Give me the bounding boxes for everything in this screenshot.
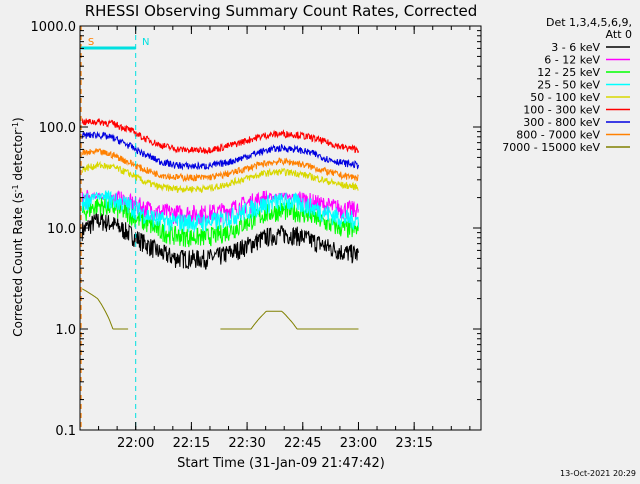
chart-title: RHESSI Observing Summary Count Rates, Co…: [85, 2, 478, 20]
x-tick-label-0: 22:00: [117, 436, 154, 451]
x-tick-label-2: 22:30: [228, 436, 265, 451]
series-7: [81, 147, 359, 183]
flag-label-0: S: [88, 37, 94, 48]
legend-label-8: 7000 - 15000 keV: [502, 141, 600, 154]
footer-timestamp: 13-Oct-2021 20:29: [560, 469, 636, 478]
legend-label-2: 12 - 25 keV: [537, 66, 600, 79]
series-line-7: [81, 147, 359, 183]
series-4: [81, 160, 359, 194]
y-tick-label-0: 1000.0: [31, 20, 77, 35]
legend-label-4: 50 - 100 keV: [530, 91, 600, 104]
x-tick-label-1: 22:15: [173, 436, 210, 451]
y-tick-label-3: 1.0: [55, 323, 76, 338]
y-tick-label-1: 100.0: [39, 121, 76, 136]
x-tick-label-4: 23:00: [340, 436, 377, 451]
x-tick-label-5: 23:15: [395, 436, 432, 451]
series-line-4: [81, 160, 359, 194]
series-8: [81, 288, 359, 330]
y-axis-label-sup2: -1: [11, 122, 20, 130]
legend-detectors: Det 1,3,4,5,6,9,: [546, 16, 632, 29]
legend-label-5: 100 - 300 keV: [523, 104, 600, 117]
legend-label-6: 300 - 800 keV: [523, 116, 600, 129]
series-line-3: [81, 190, 359, 233]
flag-label-1: N: [142, 37, 149, 48]
x-tick-label-3: 22:45: [284, 436, 321, 451]
legend-label-0: 3 - 6 keV: [551, 41, 600, 54]
y-tick-label-4: 0.1: [55, 424, 76, 439]
legend-attenuator: Att 0: [606, 28, 632, 41]
y-axis-label-main: Corrected Count Rate (s: [11, 192, 25, 336]
y-tick-label-2: 10.0: [47, 222, 76, 237]
series-5: [81, 117, 359, 155]
series-6: [81, 130, 359, 171]
y-axis-label: Corrected Count Rate (s-1 detector-1): [11, 117, 26, 336]
series-line-5: [81, 117, 359, 155]
legend-label-3: 25 - 50 keV: [537, 79, 600, 92]
series-line-6: [81, 130, 359, 171]
y-axis-label-sup1: -1: [11, 184, 20, 192]
legend-label-1: 6 - 12 keV: [544, 54, 600, 67]
series-line-0: [81, 212, 359, 270]
series-0: [81, 212, 359, 270]
x-axis-label: Start Time (31-Jan-09 21:47:42): [177, 456, 385, 471]
series-3: [81, 190, 359, 233]
series-line-8: [81, 288, 359, 330]
y-axis-label-end: ): [11, 117, 25, 122]
y-axis-label-mid: detector: [11, 130, 25, 185]
legend-label-7: 800 - 7000 keV: [516, 129, 600, 142]
axis-layer: 1000.0 100.0 10.0 1.0 0.1 22:00 22:15 22:30 22:4…: [31, 20, 482, 451]
